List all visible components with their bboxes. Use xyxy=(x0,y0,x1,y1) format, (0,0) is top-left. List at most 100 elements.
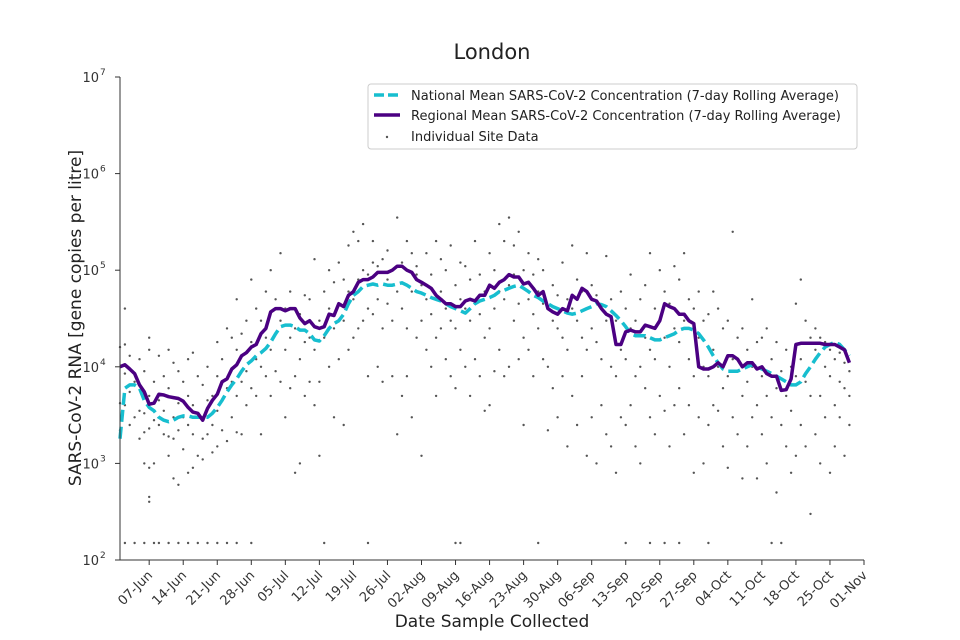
site-data-point xyxy=(682,252,686,255)
site-data-point xyxy=(483,409,486,412)
site-data-point xyxy=(381,258,384,261)
site-data-point xyxy=(600,358,603,361)
site-data-point xyxy=(517,358,520,361)
site-data-point xyxy=(235,431,238,434)
site-data-point xyxy=(459,541,462,545)
site-data-point xyxy=(430,365,433,368)
site-data-point xyxy=(809,336,812,339)
site-data-point xyxy=(663,290,666,293)
site-data-point xyxy=(186,358,190,361)
site-data-point xyxy=(206,433,209,436)
site-data-point xyxy=(838,351,841,354)
site-data-point xyxy=(454,327,457,330)
site-data-point xyxy=(128,390,131,394)
site-data-point xyxy=(293,375,297,378)
site-data-point xyxy=(571,307,574,310)
site-data-point xyxy=(828,375,832,378)
site-data-point xyxy=(741,327,744,330)
site-data-point xyxy=(726,375,729,378)
site-data-point xyxy=(152,380,156,383)
regional-mean-line xyxy=(119,264,852,422)
site-data-point xyxy=(391,375,394,378)
site-data-point xyxy=(624,307,627,310)
site-data-point xyxy=(177,402,180,405)
site-data-point xyxy=(245,319,248,322)
site-data-point xyxy=(765,327,768,330)
site-data-point xyxy=(439,258,443,261)
site-data-point xyxy=(746,380,749,383)
site-data-point xyxy=(468,319,472,322)
site-data-point xyxy=(765,462,768,465)
site-data-point xyxy=(503,298,506,301)
x-axis-label: Date Sample Collected xyxy=(395,612,590,632)
site-data-point xyxy=(420,454,423,457)
site-data-point xyxy=(201,437,204,440)
site-data-point xyxy=(692,375,695,378)
site-data-point xyxy=(216,445,219,448)
site-data-point xyxy=(619,290,623,293)
site-data-point xyxy=(449,244,452,247)
site-data-point xyxy=(143,541,146,545)
site-data-point xyxy=(444,269,447,272)
site-data-point xyxy=(760,433,764,436)
site-data-point xyxy=(220,358,224,361)
site-data-point xyxy=(848,370,851,373)
site-data-point xyxy=(211,451,214,454)
site-data-point xyxy=(561,336,564,339)
site-data-point xyxy=(843,387,846,390)
site-data-point xyxy=(352,336,355,339)
site-data-point xyxy=(590,284,593,287)
site-data-point xyxy=(327,365,331,368)
site-data-point xyxy=(123,541,127,545)
site-data-point xyxy=(313,404,316,407)
site-data-point xyxy=(250,541,253,545)
site-data-point xyxy=(663,541,666,545)
site-data-point xyxy=(255,394,258,398)
site-data-point xyxy=(386,302,389,305)
site-data-point xyxy=(148,394,151,398)
site-data-point xyxy=(357,239,360,243)
site-data-point xyxy=(532,313,535,316)
site-data-point xyxy=(823,416,827,419)
site-data-point xyxy=(546,429,550,432)
site-data-point xyxy=(152,462,156,465)
site-data-point xyxy=(308,380,311,383)
site-data-point xyxy=(430,273,433,276)
site-data-point xyxy=(167,435,170,438)
site-data-point xyxy=(770,358,773,361)
site-data-point xyxy=(347,244,350,247)
site-data-point xyxy=(702,462,705,465)
site-data-point xyxy=(755,404,759,407)
site-data-point xyxy=(464,307,467,310)
site-data-point xyxy=(342,319,345,322)
site-data-point xyxy=(191,433,195,436)
site-data-point xyxy=(478,313,481,316)
site-data-point xyxy=(308,298,311,301)
site-data-point xyxy=(605,433,608,436)
site-data-point xyxy=(216,409,219,412)
site-data-point xyxy=(590,416,593,419)
site-data-point xyxy=(537,258,540,261)
site-data-point xyxy=(673,265,676,268)
site-data-point xyxy=(123,343,127,346)
site-data-point xyxy=(780,423,783,427)
site-data-point xyxy=(420,319,423,322)
site-data-point xyxy=(376,365,379,368)
site-data-point xyxy=(561,375,564,378)
site-data-point xyxy=(148,427,151,430)
site-data-point xyxy=(823,365,827,368)
site-data-point xyxy=(143,431,146,434)
site-data-point xyxy=(196,541,199,545)
site-data-point xyxy=(313,258,316,261)
site-data-point xyxy=(235,348,238,351)
site-data-point xyxy=(274,370,277,373)
site-data-point xyxy=(731,416,734,419)
site-data-point xyxy=(551,284,554,287)
site-data-point xyxy=(366,273,370,276)
site-data-point xyxy=(702,319,705,322)
site-data-point xyxy=(600,404,603,407)
site-data-point xyxy=(172,361,175,364)
site-data-point xyxy=(400,307,404,310)
site-data-point xyxy=(488,252,491,255)
